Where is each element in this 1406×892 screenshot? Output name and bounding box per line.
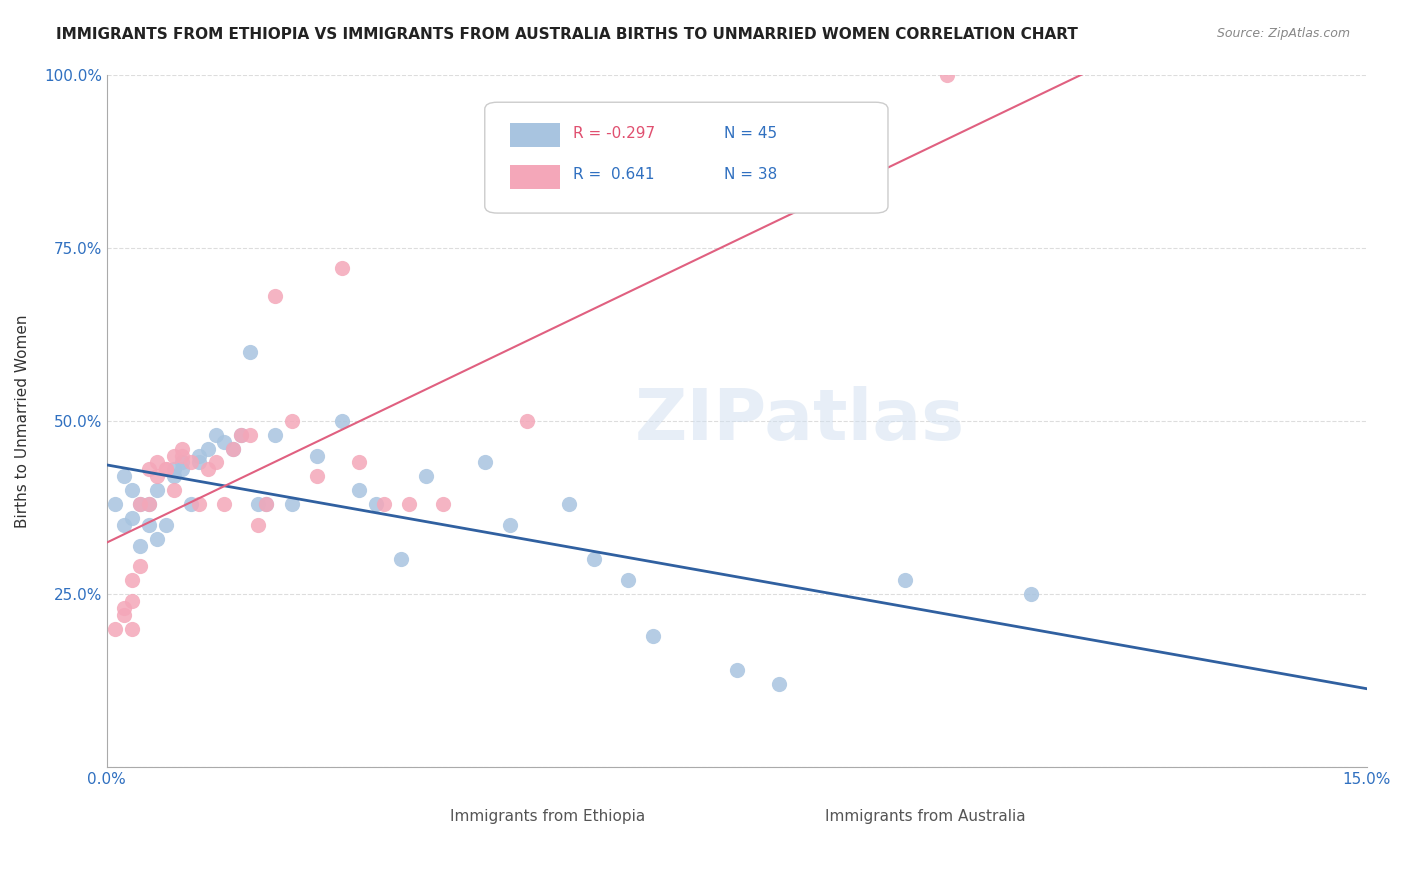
Point — [146, 455, 169, 469]
Point — [163, 449, 186, 463]
Point — [146, 483, 169, 498]
Point — [558, 497, 581, 511]
Point — [389, 552, 412, 566]
Point — [222, 442, 245, 456]
Point — [112, 469, 135, 483]
Point — [104, 497, 127, 511]
Text: Immigrants from Ethiopia: Immigrants from Ethiopia — [450, 809, 645, 824]
Y-axis label: Births to Unmarried Women: Births to Unmarried Women — [15, 314, 30, 528]
Point — [197, 442, 219, 456]
Point — [214, 497, 236, 511]
Point — [172, 462, 194, 476]
Point — [280, 497, 302, 511]
Point — [188, 449, 211, 463]
Point — [121, 511, 143, 525]
Point — [263, 427, 285, 442]
Point — [112, 517, 135, 532]
Point — [222, 442, 245, 456]
Point — [935, 68, 957, 82]
Point — [768, 677, 790, 691]
Point — [499, 517, 522, 532]
Text: N = 38: N = 38 — [724, 168, 778, 183]
Text: ZIPatlas: ZIPatlas — [634, 386, 965, 456]
Point — [112, 601, 135, 615]
Point — [163, 483, 186, 498]
Point — [254, 497, 277, 511]
Point — [121, 573, 143, 587]
Point — [214, 434, 236, 449]
Text: R =  0.641: R = 0.641 — [574, 168, 654, 183]
Point — [641, 629, 664, 643]
Point — [129, 497, 152, 511]
Point — [246, 517, 269, 532]
Point — [373, 497, 395, 511]
Text: R = -0.297: R = -0.297 — [574, 126, 655, 141]
Point — [398, 497, 420, 511]
Point — [231, 427, 253, 442]
Point — [188, 455, 211, 469]
Point — [138, 497, 160, 511]
Point — [163, 462, 186, 476]
Point — [516, 414, 538, 428]
Point — [121, 483, 143, 498]
Point — [616, 573, 638, 587]
Point — [347, 483, 370, 498]
Text: IMMIGRANTS FROM ETHIOPIA VS IMMIGRANTS FROM AUSTRALIA BIRTHS TO UNMARRIED WOMEN : IMMIGRANTS FROM ETHIOPIA VS IMMIGRANTS F… — [56, 27, 1078, 42]
Point — [155, 462, 177, 476]
Point — [172, 449, 194, 463]
Point — [305, 469, 328, 483]
Point — [364, 497, 387, 511]
Point — [330, 261, 353, 276]
Point — [725, 663, 748, 677]
Point — [205, 455, 228, 469]
Point — [180, 455, 202, 469]
Point — [305, 449, 328, 463]
Point — [894, 573, 917, 587]
Point — [163, 469, 186, 483]
Point — [238, 344, 260, 359]
Text: Immigrants from Australia: Immigrants from Australia — [825, 809, 1026, 824]
Bar — [384, 806, 415, 819]
Point — [138, 497, 160, 511]
Point — [263, 289, 285, 303]
Point — [155, 462, 177, 476]
Point — [347, 455, 370, 469]
Point — [121, 594, 143, 608]
Point — [172, 442, 194, 456]
Point — [246, 497, 269, 511]
Bar — [510, 123, 561, 147]
Text: Source: ZipAtlas.com: Source: ZipAtlas.com — [1216, 27, 1350, 40]
FancyBboxPatch shape — [485, 103, 889, 213]
Point — [112, 607, 135, 622]
Point — [129, 497, 152, 511]
Point — [155, 517, 177, 532]
Bar — [762, 806, 793, 819]
Point — [129, 539, 152, 553]
Point — [205, 427, 228, 442]
Point — [104, 622, 127, 636]
Point — [180, 497, 202, 511]
Point — [231, 427, 253, 442]
Point — [1019, 587, 1042, 601]
Point — [238, 427, 260, 442]
Point — [129, 559, 152, 574]
Point — [121, 622, 143, 636]
Point — [330, 414, 353, 428]
Point — [197, 462, 219, 476]
Point — [188, 497, 211, 511]
Point — [254, 497, 277, 511]
Point — [582, 552, 605, 566]
Point — [138, 517, 160, 532]
Text: N = 45: N = 45 — [724, 126, 778, 141]
Point — [146, 532, 169, 546]
Point — [432, 497, 454, 511]
Bar — [510, 165, 561, 189]
Point — [415, 469, 437, 483]
Point — [172, 455, 194, 469]
Point — [280, 414, 302, 428]
Point — [146, 469, 169, 483]
Point — [138, 462, 160, 476]
Point — [474, 455, 496, 469]
